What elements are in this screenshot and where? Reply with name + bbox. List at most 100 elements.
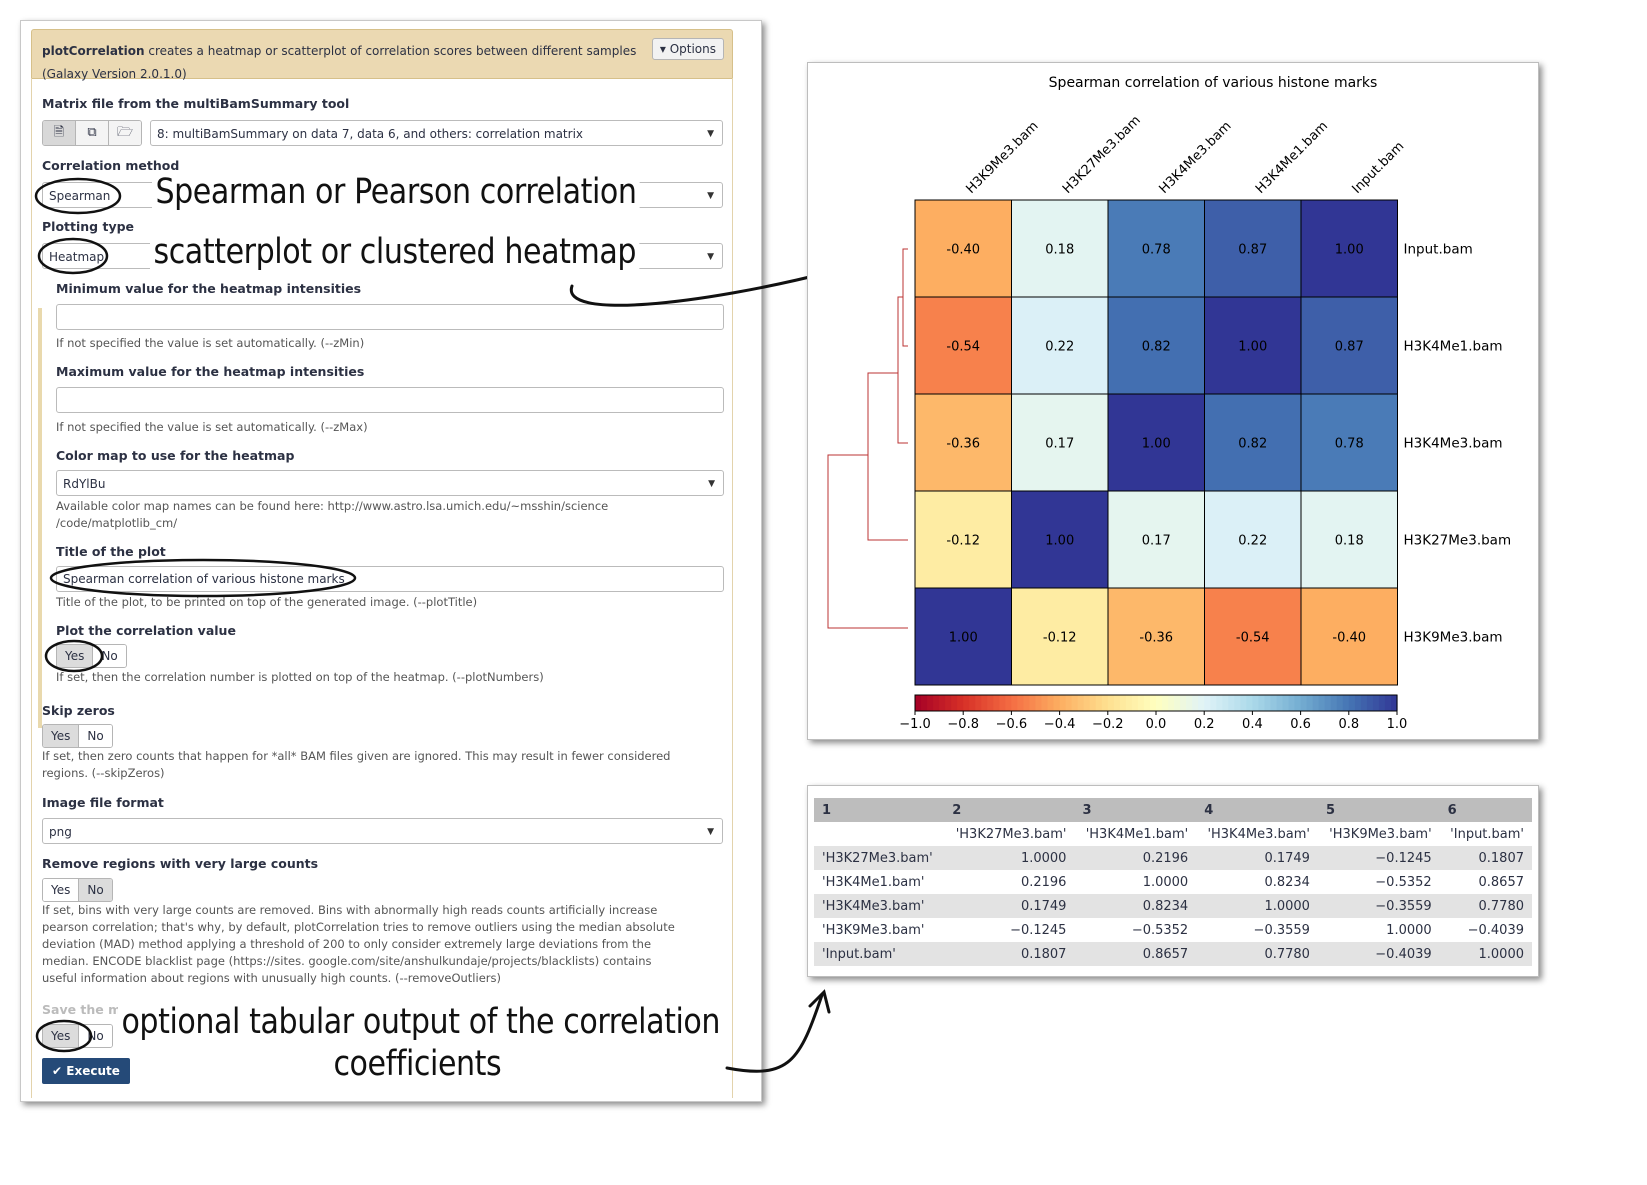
table-col-number: 6	[1439, 798, 1532, 822]
heatmap-title: Spearman correlation of various histone …	[1049, 75, 1378, 91]
colorbar-segment	[963, 695, 970, 711]
heatmap-row-labels: Input.bam H3K4Me1.bam H3K4Me3.bam H3K27Me3.…	[1404, 242, 1512, 646]
heatmap-cell	[1300, 199, 1398, 298]
plot-numbers-yes[interactable]: Yes	[57, 645, 94, 667]
table-cell: 'H3K27Me3.bam'	[814, 846, 945, 870]
plot-numbers-label: Plot the correlation value	[56, 623, 236, 638]
heatmap-cell	[1204, 393, 1302, 492]
correlation-table-panel: 1 2 3 4 5 6 'H3K27Me3.bam' 'H3K4Me1.bam'…	[807, 785, 1539, 977]
row-label: H3K27Me3.bam	[1404, 533, 1512, 549]
check-icon: ✔	[52, 1064, 63, 1078]
dendrogram	[827, 248, 908, 629]
colorbar-segment	[1047, 695, 1055, 711]
table-row: 'H3K4Me3.bam' 0.1749 0.8234 1.0000 −0.35…	[814, 894, 1532, 918]
image-format-select[interactable]: png ▼	[42, 818, 723, 844]
colorbar-segment	[1149, 695, 1157, 711]
heatmap-cell	[1107, 296, 1205, 395]
table-cell: 1.0000	[1439, 942, 1532, 966]
heatmap-cell-label: -0.54	[1236, 631, 1270, 646]
plot-title-label: Title of the plot	[56, 544, 166, 559]
tool-version: (Galaxy Version 2.0.1.0)	[42, 67, 187, 81]
colorbar-segment	[1306, 695, 1314, 711]
heatmap-cell-label: 0.87	[1335, 340, 1364, 355]
table-cell: 0.8657	[1478, 874, 1525, 890]
table-cell: 0.7780	[1439, 894, 1532, 918]
plot-title-help: Title of the plot, to be printed on top …	[56, 595, 478, 609]
skip-zeros-no[interactable]: No	[79, 725, 112, 747]
heatmap-cell	[914, 490, 1012, 589]
colorbar-segment	[1119, 695, 1127, 711]
row-label: H3K4Me1.bam	[1404, 339, 1503, 355]
table-cell: −0.1245	[1010, 922, 1067, 938]
table-header-row: 'H3K27Me3.bam' 'H3K4Me1.bam' 'H3K4Me3.ba…	[814, 822, 1532, 846]
remove-outliers-toggle: Yes No	[42, 878, 113, 902]
heatmap-cell	[1011, 587, 1109, 686]
table-header-cell: 'H3K9Me3.bam'	[1329, 826, 1432, 842]
table-cell: 0.1749	[944, 894, 1075, 918]
cmap-value: RdYlBu	[63, 477, 106, 491]
heatmap-cell	[1300, 490, 1398, 589]
image-format-label: Image file format	[42, 795, 164, 810]
heatmap-cell	[1204, 587, 1302, 686]
skip-zeros-label: Skip zeros	[42, 703, 115, 718]
skip-zeros-help-line2: regions. (--skipZeros)	[42, 766, 165, 780]
caret-down-icon: ▾	[659, 42, 666, 56]
heatmap-cell-label: 0.18	[1335, 534, 1364, 549]
table-cell: 'Input.bam'	[814, 942, 945, 966]
colorbar-segment	[1089, 695, 1097, 711]
execute-button[interactable]: ✔ Execute	[42, 1058, 130, 1084]
tool-description: creates a heatmap or scatterplot of corr…	[148, 44, 637, 58]
heatmap-colorbar: −1.0 −0.8 −0.6 −0.4 −0.2 0.0 0.2 0.4 0.6 0.8 1.0	[899, 694, 1407, 732]
colorbar-segment	[1240, 695, 1247, 711]
colorbar-tick-label: −0.4	[1044, 717, 1076, 732]
colorbar-segment	[1348, 695, 1356, 711]
chevron-down-icon: ▼	[707, 827, 714, 837]
colorbar-segment	[1222, 695, 1229, 711]
plot-numbers-help: If set, then the correlation number is p…	[56, 670, 544, 684]
folder-icon[interactable]: 🗁	[109, 121, 141, 145]
skip-zeros-yes[interactable]: Yes	[43, 725, 80, 747]
colorbar-segment	[1372, 695, 1380, 711]
cmap-select[interactable]: RdYlBu ▼	[56, 470, 724, 496]
plot-title-input[interactable]: Spearman correlation of various histone …	[56, 566, 724, 592]
annotation-save-matrix-line2: coefficients	[330, 1044, 505, 1084]
colorbar-segment	[1162, 695, 1169, 711]
colorbar-segment	[927, 695, 934, 711]
colorbar-segment	[981, 695, 988, 711]
colorbar-segment	[1131, 695, 1139, 711]
column-label: H3K4Me3.bam	[1156, 119, 1234, 197]
remove-outliers-help-line1: If set, bins with very large counts are …	[42, 903, 658, 917]
remove-outliers-help-line4: median. ENCODE blacklist page (https://s…	[42, 954, 652, 968]
options-button[interactable]: ▾ Options	[651, 38, 724, 60]
single-dataset-icon[interactable]: 🗎	[43, 121, 76, 145]
colorbar-segment	[999, 695, 1006, 711]
colorbar-segment	[1378, 695, 1386, 711]
chevron-down-icon: ▼	[708, 479, 715, 489]
cmap-help-line2: /code/matplotlib_cm/	[56, 516, 178, 530]
corr-method-label: Correlation method	[42, 158, 180, 173]
zmax-input[interactable]	[56, 387, 724, 413]
row-label: H3K4Me3.bam	[1404, 436, 1503, 452]
zmin-help: If not specified the value is set automa…	[56, 336, 365, 350]
heatmap-column-labels: H3K9Me3.bam H3K27Me3.bam H3K4Me3.bam H3K4Me…	[963, 113, 1407, 197]
table-header-cell: 'Input.bam'	[1450, 826, 1524, 842]
remove-outliers-no[interactable]: No	[79, 879, 112, 901]
colorbar-segment	[1384, 695, 1392, 711]
colorbar-tick-label: 0.2	[1194, 717, 1215, 732]
heatmap-figure: Spearman correlation of various histone …	[807, 62, 1539, 740]
conditional-section-bar	[38, 308, 42, 728]
zmin-input[interactable]	[56, 304, 724, 330]
colorbar-segment	[1300, 695, 1308, 711]
heatmap-cell-label: 0.87	[1238, 243, 1267, 258]
row-label: H3K9Me3.bam	[1404, 630, 1503, 646]
save-matrix-yes[interactable]: Yes	[43, 1025, 80, 1047]
matrix-select[interactable]: 8: multiBamSummary on data 7, data 6, an…	[150, 120, 723, 146]
colorbar-tick-label: 0.6	[1290, 717, 1311, 732]
multiple-datasets-icon[interactable]: ⧉	[76, 121, 109, 145]
remove-outliers-yes[interactable]: Yes	[43, 879, 80, 901]
remove-outliers-label: Remove regions with very large counts	[42, 856, 319, 871]
table-cell: −0.3559	[1253, 922, 1310, 938]
table-header-cell: 'H3K4Me3.bam'	[1207, 826, 1310, 842]
colorbar-segment	[1390, 695, 1398, 711]
